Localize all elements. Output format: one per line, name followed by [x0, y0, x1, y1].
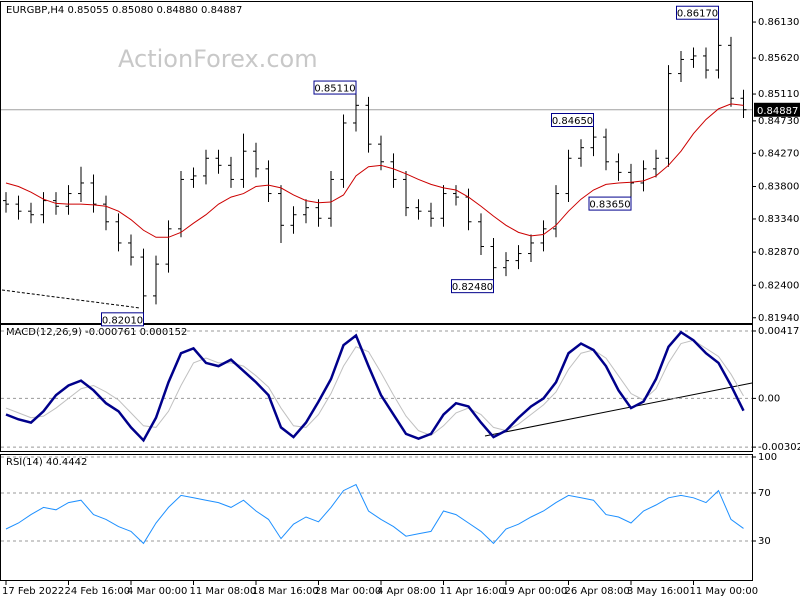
price-annotation: 0.84650: [552, 116, 593, 127]
y-tick-label: 100: [758, 452, 777, 463]
price-annotation: 0.83650: [589, 200, 630, 211]
x-tick-label: 3 May 16:00: [627, 586, 689, 597]
price-annotation: 0.82480: [452, 282, 493, 293]
y-tick-label: 0.82400: [758, 280, 799, 291]
price-title: EURGBP,H4 0.85055 0.85080 0.84880 0.8488…: [6, 5, 242, 16]
moving-average: [5, 103, 744, 238]
y-tick-label: 0.86130: [758, 17, 799, 28]
x-tick-label: 4 Mar 00:00: [127, 586, 187, 597]
watermark: ActionForex.com: [118, 45, 318, 73]
y-tick-label: 0.83800: [758, 181, 799, 192]
y-tick-label: 0.004179: [758, 326, 800, 337]
trend-line: [1, 289, 141, 309]
trend-line: [484, 382, 753, 437]
price-annotation-box: [676, 5, 719, 20]
y-tick-label: 0.82870: [758, 247, 799, 258]
macd-title: MACD(12,26,9) -0.000761 0.000152: [6, 327, 187, 338]
current-price-box: [754, 102, 800, 117]
y-tick-label: 0.85110: [758, 89, 799, 100]
macd-line: [5, 330, 745, 443]
x-tick-label: 11 Apr 16:00: [440, 586, 505, 597]
price-annotation-box: [451, 279, 494, 294]
y-tick-label: 0.84730: [758, 116, 799, 127]
x-tick-label: 26 Apr 08:00: [565, 586, 630, 597]
price-annotation: 0.82010: [102, 315, 143, 326]
y-tick-label: -0.003022: [758, 442, 800, 453]
x-tick-label: 24 Feb 16:00: [65, 586, 131, 597]
y-tick-label: 0.81940: [758, 313, 799, 324]
price-annotation: 0.85110: [314, 84, 355, 95]
y-tick-label: 0.00: [758, 393, 780, 404]
x-tick-label: 11 May 00:00: [690, 586, 759, 597]
x-tick-label: 17 Feb 2022: [2, 586, 64, 597]
signal-line: [5, 339, 744, 437]
price-annotation-box: [551, 113, 594, 128]
x-tick-label: 28 Mar 00:00: [315, 586, 382, 597]
price-annotation-box: [588, 196, 632, 211]
rsi-panel-frame: [0, 454, 753, 581]
y-tick-label: 70: [758, 488, 771, 499]
price-annotation: 0.86170: [677, 9, 718, 20]
y-tick-label: 30: [758, 536, 771, 547]
x-tick-label: 19 Apr 00:00: [502, 586, 567, 597]
macd-panel-frame: [0, 324, 753, 452]
x-tick-label: 4 Apr 08:00: [377, 586, 436, 597]
x-tick-label: 18 Mar 16:00: [252, 586, 319, 597]
y-tick-label: 0.84270: [758, 148, 799, 159]
price-annotation-box: [101, 312, 144, 327]
y-tick-label: 0.83340: [758, 214, 799, 225]
price-panel-frame: [0, 1, 753, 324]
x-tick-label: 11 Mar 08:00: [190, 586, 257, 597]
y-tick-label: 0.85620: [758, 53, 799, 64]
rsi-line: [5, 483, 744, 545]
current-price-label: 0.84887: [757, 106, 798, 117]
price-annotation-box: [313, 80, 357, 95]
rsi-title: RSI(14) 40.4442: [6, 457, 87, 468]
